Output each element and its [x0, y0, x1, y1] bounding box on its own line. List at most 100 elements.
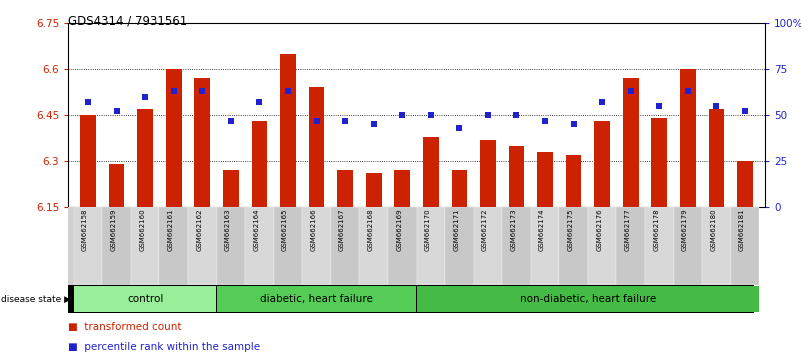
Point — [82, 99, 95, 105]
Bar — [74, 207, 103, 285]
Point — [425, 112, 437, 118]
Bar — [594, 121, 610, 207]
Text: GSM662163: GSM662163 — [225, 209, 231, 251]
Bar — [280, 54, 296, 207]
Bar — [188, 207, 216, 285]
Bar — [223, 170, 239, 207]
Bar — [417, 286, 759, 313]
Point — [567, 121, 580, 127]
Point — [282, 88, 295, 94]
Text: GSM662169: GSM662169 — [396, 209, 402, 251]
Bar — [645, 207, 674, 285]
Bar — [252, 121, 268, 207]
Bar — [109, 164, 124, 207]
Text: GSM662178: GSM662178 — [654, 209, 659, 251]
Bar — [651, 118, 667, 207]
Bar — [417, 207, 445, 285]
Bar — [502, 207, 531, 285]
Text: ■  percentile rank within the sample: ■ percentile rank within the sample — [68, 342, 260, 352]
Bar — [302, 207, 331, 285]
Text: diabetic, heart failure: diabetic, heart failure — [260, 294, 373, 304]
Point — [224, 118, 237, 124]
Point — [481, 112, 494, 118]
Point — [624, 88, 637, 94]
Bar — [274, 207, 302, 285]
Point — [196, 88, 209, 94]
Text: disease state ▶: disease state ▶ — [1, 295, 70, 304]
Point — [167, 88, 180, 94]
Text: GSM662160: GSM662160 — [139, 209, 145, 251]
Text: GSM662175: GSM662175 — [568, 209, 574, 251]
Text: GSM662165: GSM662165 — [282, 209, 288, 251]
Bar — [531, 207, 559, 285]
Bar — [559, 207, 588, 285]
Bar — [731, 207, 759, 285]
Bar — [566, 155, 582, 207]
Point — [339, 118, 352, 124]
Bar — [445, 207, 473, 285]
Bar — [331, 207, 360, 285]
Text: GSM662179: GSM662179 — [682, 209, 688, 251]
Point — [710, 103, 723, 109]
Bar — [623, 78, 638, 207]
Point — [111, 109, 123, 114]
Text: GSM662181: GSM662181 — [739, 209, 745, 251]
Bar — [217, 286, 417, 313]
Bar — [216, 207, 245, 285]
Bar — [674, 207, 702, 285]
Point — [368, 121, 380, 127]
Text: non-diabetic, heart failure: non-diabetic, heart failure — [520, 294, 656, 304]
Point — [538, 118, 551, 124]
Bar — [103, 207, 131, 285]
Bar — [452, 170, 467, 207]
Text: GSM662162: GSM662162 — [196, 209, 203, 251]
Bar — [166, 69, 182, 207]
Text: GSM662168: GSM662168 — [368, 209, 374, 251]
Text: GSM662166: GSM662166 — [311, 209, 316, 251]
Text: GSM662176: GSM662176 — [596, 209, 602, 251]
Text: GDS4314 / 7931561: GDS4314 / 7931561 — [68, 14, 187, 27]
Text: GSM662158: GSM662158 — [82, 209, 88, 251]
Bar — [131, 207, 159, 285]
Point — [596, 99, 609, 105]
Bar — [423, 137, 439, 207]
Text: GSM662173: GSM662173 — [510, 209, 517, 251]
Text: GSM662171: GSM662171 — [453, 209, 459, 251]
Bar — [709, 109, 724, 207]
Bar — [195, 78, 210, 207]
Bar — [245, 207, 274, 285]
Bar — [588, 207, 617, 285]
Text: ■  transformed count: ■ transformed count — [68, 322, 182, 332]
Point — [510, 112, 523, 118]
Bar — [702, 207, 731, 285]
Point — [653, 103, 666, 109]
Point — [396, 112, 409, 118]
Point — [139, 94, 151, 99]
Text: GSM662164: GSM662164 — [253, 209, 260, 251]
Point — [253, 99, 266, 105]
Point — [453, 125, 465, 131]
Bar — [74, 286, 216, 313]
Point — [310, 118, 323, 124]
Point — [682, 88, 694, 94]
Bar — [366, 173, 381, 207]
Bar — [509, 146, 525, 207]
Text: GSM662172: GSM662172 — [482, 209, 488, 251]
Bar — [360, 207, 388, 285]
Point — [739, 109, 751, 114]
Text: GSM662177: GSM662177 — [625, 209, 630, 251]
Bar — [337, 170, 353, 207]
Text: control: control — [127, 294, 163, 304]
Bar — [394, 170, 410, 207]
Bar — [473, 207, 502, 285]
Text: GSM662167: GSM662167 — [339, 209, 345, 251]
Bar — [80, 115, 96, 207]
Text: GSM662174: GSM662174 — [539, 209, 545, 251]
Bar — [617, 207, 645, 285]
Bar — [537, 152, 553, 207]
Bar — [680, 69, 696, 207]
Text: GSM662180: GSM662180 — [710, 209, 716, 251]
Text: GSM662159: GSM662159 — [111, 209, 117, 251]
Bar — [308, 87, 324, 207]
Text: GSM662161: GSM662161 — [167, 209, 174, 251]
